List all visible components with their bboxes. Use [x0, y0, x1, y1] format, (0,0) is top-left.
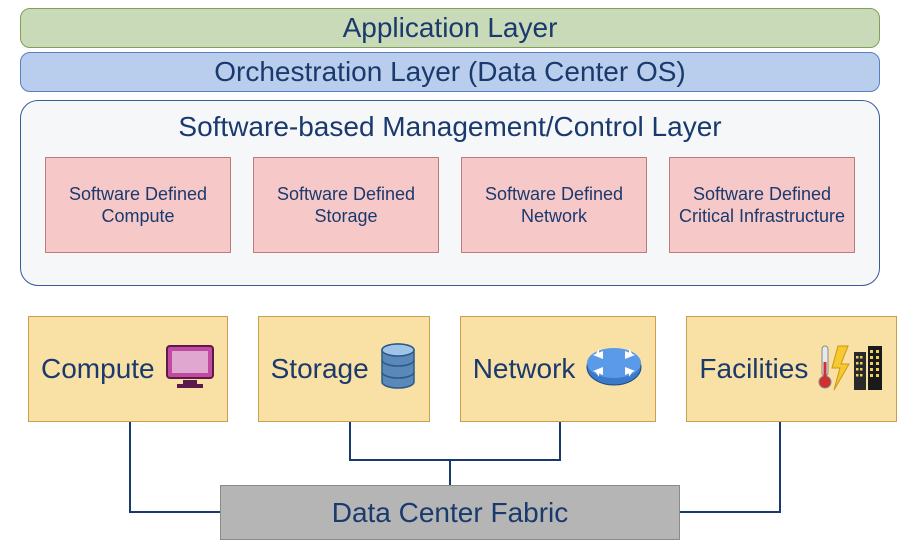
- sd-storage-box: Software Defined Storage: [253, 157, 439, 253]
- sd-storage-label: Software Defined Storage: [260, 183, 432, 228]
- infra-facilities-box: Facilities: [686, 316, 897, 422]
- connector-line: [130, 422, 220, 512]
- sd-critical-infra-label: Software Defined Critical Infrastructure: [676, 183, 848, 228]
- infra-compute-box: Compute: [28, 316, 228, 422]
- application-layer: Application Layer: [20, 8, 880, 48]
- infra-network-label: Network: [473, 353, 576, 385]
- infra-storage-box: Storage: [258, 316, 430, 422]
- infra-compute-label: Compute: [41, 353, 155, 385]
- router-icon: [585, 345, 643, 394]
- orchestration-layer-title: Orchestration Layer (Data Center OS): [214, 56, 686, 88]
- management-layer: Software-based Management/Control Layer …: [20, 100, 880, 286]
- sd-network-box: Software Defined Network: [461, 157, 647, 253]
- sd-compute-box: Software Defined Compute: [45, 157, 231, 253]
- database-icon: [379, 342, 417, 397]
- infra-facilities-label: Facilities: [699, 353, 808, 385]
- facilities-icon: [818, 342, 884, 397]
- fabric-label: Data Center Fabric: [332, 497, 569, 529]
- sd-critical-infra-box: Software Defined Critical Infrastructure: [669, 157, 855, 253]
- infra-network-box: Network: [460, 316, 657, 422]
- software-defined-row: Software Defined Compute Software Define…: [21, 157, 879, 253]
- infra-storage-label: Storage: [271, 353, 369, 385]
- connector-line: [350, 422, 450, 485]
- infrastructure-row: Compute Storage Network: [28, 316, 872, 422]
- connector-line: [450, 422, 560, 460]
- connector-line: [680, 422, 780, 512]
- management-layer-title: Software-based Management/Control Layer: [178, 111, 721, 142]
- orchestration-layer: Orchestration Layer (Data Center OS): [20, 52, 880, 92]
- monitor-icon: [165, 344, 215, 395]
- sd-network-label: Software Defined Network: [468, 183, 640, 228]
- application-layer-title: Application Layer: [343, 12, 558, 44]
- fabric-box: Data Center Fabric: [220, 485, 680, 540]
- sd-compute-label: Software Defined Compute: [52, 183, 224, 228]
